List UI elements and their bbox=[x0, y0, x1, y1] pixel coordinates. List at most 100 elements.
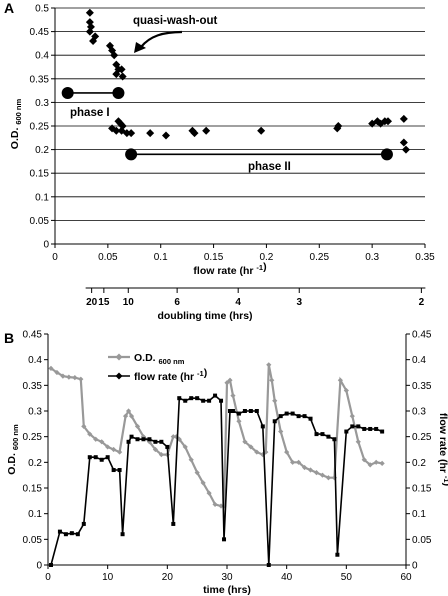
data-point bbox=[112, 70, 121, 79]
data-point bbox=[111, 446, 117, 453]
data-point bbox=[159, 439, 164, 444]
data-point bbox=[296, 459, 302, 465]
data-point bbox=[188, 457, 194, 463]
data-point bbox=[99, 457, 104, 462]
data-point bbox=[129, 434, 134, 439]
data-point bbox=[368, 426, 373, 431]
panel-a-letter: A bbox=[4, 0, 14, 16]
data-point bbox=[290, 411, 295, 416]
x-tick-label-b: 30 bbox=[221, 572, 233, 583]
y-tick-label-right-b: 0.3 bbox=[412, 407, 426, 418]
y-tick-label-a: 0.05 bbox=[30, 216, 50, 227]
data-point bbox=[60, 373, 66, 379]
data-point bbox=[99, 439, 105, 445]
x-axis-label-b: time (hrs) bbox=[203, 584, 251, 596]
data-point bbox=[85, 27, 94, 36]
data-point bbox=[367, 462, 373, 468]
annotation-arrow bbox=[140, 30, 183, 48]
data-point bbox=[227, 409, 232, 413]
annotation-arrowhead bbox=[134, 42, 146, 53]
data-point bbox=[128, 413, 135, 419]
y-tick-label-left-b: 0.1 bbox=[28, 509, 42, 520]
data-point bbox=[152, 446, 158, 453]
x-tick-label-a: 0.1 bbox=[154, 252, 168, 263]
data-point bbox=[72, 375, 78, 381]
data-point bbox=[254, 409, 259, 413]
data-point bbox=[254, 449, 260, 455]
data-point bbox=[332, 437, 337, 442]
data-point bbox=[190, 129, 199, 138]
y-tick-label-right-b: 0.2 bbox=[412, 458, 426, 469]
phase-endpoint bbox=[125, 148, 138, 161]
data-point bbox=[224, 380, 230, 386]
doubling-time-tick-label: 3 bbox=[296, 297, 302, 308]
y-axis-label-left-b: O.D. 600 nm bbox=[6, 424, 20, 475]
doubling-time-tick-label: 15 bbox=[98, 297, 110, 308]
data-point bbox=[334, 122, 343, 130]
y-tick-label-left-b: 0.3 bbox=[28, 407, 42, 418]
data-point bbox=[257, 126, 266, 135]
data-point bbox=[117, 65, 126, 74]
data-point bbox=[278, 428, 284, 435]
doubling-time-tick-label: 2 bbox=[419, 297, 425, 308]
x-tick-label-a: 0.2 bbox=[259, 252, 273, 263]
y-tick-label-left-b: 0.4 bbox=[28, 355, 42, 366]
data-point bbox=[183, 398, 188, 403]
data-point bbox=[171, 521, 176, 526]
data-point bbox=[260, 424, 265, 429]
doubling-time-tick-label: 4 bbox=[235, 297, 241, 308]
data-point bbox=[236, 411, 241, 416]
data-point bbox=[48, 365, 54, 371]
x-tick-label-a: 0.35 bbox=[415, 252, 435, 263]
data-point bbox=[266, 362, 272, 368]
data-point bbox=[165, 444, 170, 449]
data-point bbox=[401, 145, 410, 154]
data-point bbox=[260, 452, 266, 458]
data-point bbox=[54, 369, 60, 376]
y-tick-label-a: 0.1 bbox=[35, 192, 49, 203]
data-point bbox=[81, 423, 87, 429]
data-point bbox=[335, 552, 340, 557]
y-tick-label-right-b: 0.4 bbox=[412, 355, 426, 366]
data-point bbox=[134, 423, 141, 429]
y-tick-label-a: 0.45 bbox=[30, 27, 50, 38]
y-tick-label-left-b: 0.25 bbox=[23, 432, 43, 443]
data-point bbox=[248, 409, 253, 413]
data-point bbox=[325, 475, 332, 481]
phase-label: phase II bbox=[248, 161, 291, 173]
data-point bbox=[380, 429, 385, 434]
panel-b-letter: B bbox=[4, 330, 14, 346]
data-point bbox=[170, 434, 176, 440]
data-point bbox=[207, 398, 212, 403]
data-point bbox=[219, 398, 224, 403]
data-point bbox=[105, 455, 110, 460]
data-point bbox=[313, 470, 320, 476]
y-tick-label-a: 0 bbox=[43, 240, 49, 251]
y-tick-label-a: 0.15 bbox=[30, 169, 50, 180]
data-point bbox=[284, 449, 290, 455]
data-point bbox=[146, 129, 155, 138]
data-point bbox=[266, 563, 271, 567]
phase-endpoint bbox=[380, 148, 393, 161]
legend-swatch-marker bbox=[115, 372, 123, 380]
phase-endpoint bbox=[61, 86, 74, 99]
data-point bbox=[110, 51, 119, 60]
y-tick-label-a: 0.35 bbox=[30, 74, 50, 85]
x-tick-label-b: 50 bbox=[341, 572, 353, 583]
data-point bbox=[230, 393, 236, 399]
phase-endpoint bbox=[112, 86, 125, 99]
data-point bbox=[269, 377, 275, 383]
x-tick-label-b: 0 bbox=[45, 572, 51, 583]
y-tick-label-left-b: 0.35 bbox=[23, 381, 43, 392]
data-point bbox=[344, 429, 349, 434]
data-point bbox=[201, 398, 206, 403]
x-tick-label-b: 20 bbox=[162, 572, 174, 583]
x-tick-label-b: 10 bbox=[102, 572, 114, 583]
data-point bbox=[242, 439, 248, 445]
data-point bbox=[278, 414, 283, 419]
x-tick-label-b: 60 bbox=[400, 572, 412, 583]
data-point bbox=[290, 459, 296, 465]
data-point bbox=[349, 413, 355, 419]
series-line bbox=[50, 394, 383, 566]
